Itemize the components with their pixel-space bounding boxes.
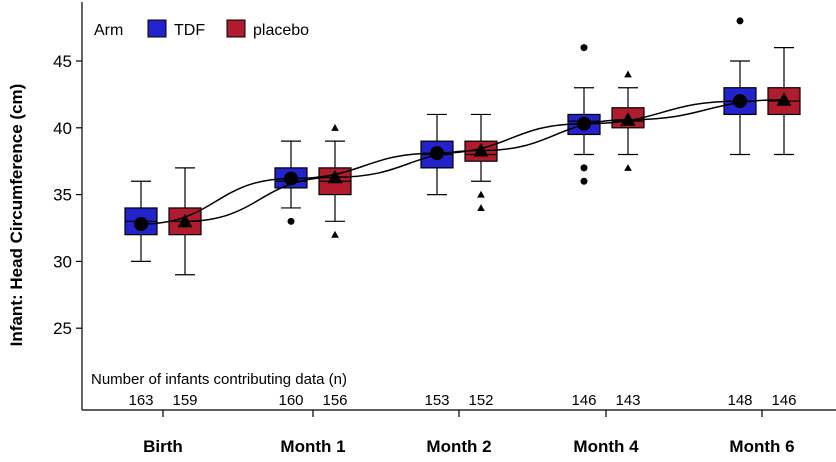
box-plot [274,140,308,225]
box-plot [723,17,757,156]
y-axis-label: Infant: Head Circumference (cm) [7,84,26,347]
n-counts: 163 160 153 146 148 159 156 152 143 146 [128,392,796,409]
outlier-point [477,190,485,198]
box-plot [567,44,601,185]
box-plot [464,113,498,211]
outlier-point [580,44,588,52]
legend-label-placebo: placebo [253,22,309,39]
legend-title: Arm [94,22,123,39]
box-plots [124,17,801,276]
category-labels: Birth Month 1 Month 2 Month 4 Month 6 [143,437,794,456]
n-table-title: Number of infants contributing data (n) [91,371,347,388]
axes: 25 30 35 40 45 [53,2,836,417]
mean-marker-placebo [177,213,193,228]
mean-marker-tdf [577,116,591,131]
y-tick-label: 30 [53,252,72,271]
outlier-point [331,230,339,238]
n-count: 152 [468,392,493,409]
outlier-point [580,177,588,185]
outlier-point [624,70,632,78]
x-category-label: Month 4 [573,437,639,456]
n-count: 153 [424,392,449,409]
x-category-label: Month 2 [426,437,491,456]
outlier-point [624,164,632,171]
x-category-label: Birth [143,437,183,456]
mean-marker-tdf [134,216,148,231]
n-count: 146 [771,392,796,409]
mean-marker-placebo [473,143,489,157]
n-count: 160 [278,392,303,409]
outlier-point [331,124,339,131]
mean-marker-placebo [327,169,343,184]
x-category-label: Month 1 [280,437,345,456]
mean-markers [134,92,792,231]
n-count: 143 [615,392,640,409]
n-count: 148 [727,392,752,409]
n-count: 159 [172,392,197,409]
mean-lines [140,98,785,225]
y-tick-label: 35 [53,186,72,205]
mean-marker-placebo [620,112,636,126]
outlier-point [477,204,485,211]
legend-swatch-tdf [147,19,167,38]
legend: Arm TDF placebo [94,19,309,39]
legend-swatch-placebo [226,19,246,38]
outlier-point [287,217,295,225]
y-tick-label: 25 [53,319,72,338]
outlier-point [736,17,744,25]
x-category-label: Month 6 [729,437,794,456]
legend-label-tdf: TDF [174,22,205,39]
n-count: 163 [128,392,153,409]
y-tick-label: 45 [53,52,72,71]
outlier-point [580,164,588,172]
n-count: 156 [322,392,347,409]
n-count: 146 [571,392,596,409]
mean-marker-placebo [776,92,792,106]
mean-marker-tdf [284,171,298,186]
mean-marker-tdf [733,94,747,109]
y-tick-label: 40 [53,119,72,138]
mean-marker-tdf [430,146,444,161]
